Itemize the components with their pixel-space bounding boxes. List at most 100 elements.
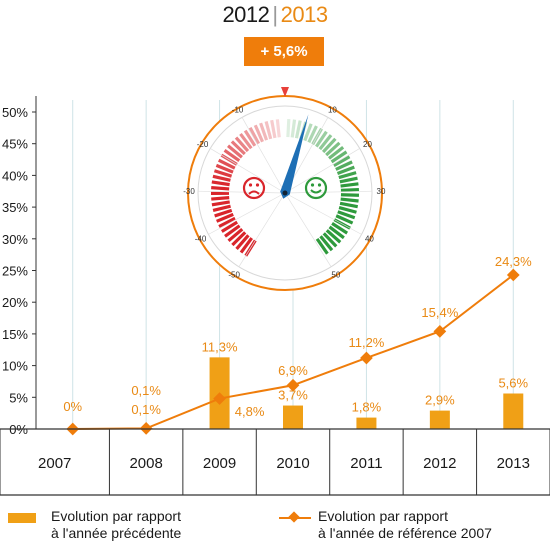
y-tick-label: 35% — [2, 200, 28, 215]
gauge-segment-green — [340, 193, 360, 197]
gauge-segment-red — [218, 216, 236, 228]
line-point — [213, 392, 226, 405]
gauge-segment-red — [239, 237, 254, 254]
bar-data-label: 0% — [63, 399, 82, 414]
gauge-segment-red — [231, 231, 247, 247]
gauge-segment-red — [248, 126, 261, 145]
gauge-tick-label: 40 — [365, 235, 374, 244]
gauge-segment-green — [322, 232, 338, 248]
gauge-segment-red — [211, 200, 230, 207]
gauge-spoke — [284, 148, 360, 194]
bar-data-label: 11,3% — [202, 339, 238, 354]
y-tick-label: 40% — [2, 168, 28, 183]
line-data-label: 0,1% — [131, 402, 161, 417]
bar — [429, 410, 450, 429]
line-point — [360, 351, 373, 365]
gauge-tick-label: 20 — [363, 140, 372, 149]
gauge-segment-green — [338, 171, 357, 180]
gauge-segment-red — [227, 144, 243, 159]
gauge: -50 -40 -30 -20 -10 10 20 30 40 50 — [183, 87, 386, 291]
gauge-tick-label: -30 — [183, 187, 195, 196]
y-tick-label: 10% — [2, 359, 28, 374]
bar-data-label: 2,9% — [425, 393, 455, 408]
gauge-segment-green — [340, 187, 359, 192]
gauge-segment-green — [286, 119, 291, 138]
y-tick-label: 45% — [2, 137, 28, 152]
gauge-segment-green — [336, 165, 355, 175]
x-tick-label: 2007 — [38, 455, 71, 472]
gauge-segment-green — [315, 237, 329, 255]
gauge-segment-green — [321, 137, 337, 154]
gauge-tick-label: -20 — [197, 140, 209, 149]
gauge-inner-ring — [197, 105, 373, 281]
happy-face-icon-eye — [310, 183, 315, 187]
gauge-segment-red — [217, 158, 236, 170]
year-current: 2013 — [280, 2, 328, 27]
bar-data-label: 5,6% — [498, 375, 528, 390]
gauge-segment-green — [333, 155, 351, 167]
gauge-segment-red — [215, 163, 234, 174]
gauge-segment-green — [315, 130, 328, 148]
line-data-label: 4,8% — [235, 404, 265, 419]
gauge-spoke — [238, 192, 286, 267]
gauge-segment-green — [319, 235, 334, 252]
gauge-tick-label: -50 — [228, 270, 240, 279]
year-separator: | — [272, 2, 278, 27]
bar-data-label: 0,1% — [131, 383, 161, 398]
gauge-segment-red — [211, 186, 230, 191]
gauge-segment-green — [340, 182, 359, 188]
delta-badge: + 5,6% — [244, 37, 324, 66]
gauge-segment-red — [227, 227, 244, 243]
gauge-segment-green — [294, 120, 302, 139]
x-tick-label: 2011 — [350, 455, 382, 472]
sad-face-icon-eye — [255, 183, 260, 187]
gauge-spoke — [208, 192, 286, 235]
x-tick-label: 2012 — [423, 455, 456, 472]
gauge-segment-red — [253, 124, 264, 143]
y-tick-label: 5% — [9, 390, 28, 405]
gauge-segment-red — [234, 136, 250, 153]
gauge-segment-red — [212, 204, 231, 212]
gauge-segment-red — [259, 122, 269, 141]
gauge-segment-green — [328, 145, 345, 160]
bar-data-label: 1,8% — [352, 400, 382, 415]
happy-face-icon — [304, 176, 328, 200]
gauge-tick-label: 10 — [328, 106, 337, 115]
gauge-segment-red — [211, 180, 230, 187]
gauge-segment-green — [325, 141, 341, 157]
gauge-segment-red — [223, 148, 241, 162]
gauge-segment-red — [220, 220, 239, 233]
line-point — [286, 378, 300, 392]
gauge-segment-red — [230, 140, 246, 156]
gauge-segment-red — [264, 121, 273, 140]
gauge-segment-red — [243, 129, 257, 147]
y-tick-label: 30% — [2, 232, 28, 247]
line-data-label: 11,2% — [348, 335, 384, 350]
gauge-segment-red — [270, 119, 277, 139]
gauge-tick-label: -40 — [195, 235, 207, 244]
gauge-spoke — [198, 190, 286, 194]
gauge-segment-red — [275, 119, 281, 138]
bar-data-label: 3,7% — [278, 388, 308, 403]
line-point — [139, 422, 153, 435]
happy-face-icon-outline — [304, 176, 328, 200]
legend-line-line2: à l'année de référence 2007 — [318, 525, 492, 541]
gauge-segment-red — [213, 169, 233, 178]
happy-face-icon-mouth — [310, 189, 322, 194]
sad-face-icon-outline — [242, 176, 266, 200]
gauge-segment-green — [339, 201, 359, 209]
gauge-segment-green — [340, 197, 359, 203]
gauge-segment-green — [335, 214, 354, 225]
gauge-segment-green — [325, 229, 342, 244]
bar — [356, 417, 377, 429]
legend-swatch-bars — [8, 513, 36, 523]
gauge-segment-green — [307, 125, 318, 143]
gauge-spoke — [284, 192, 362, 235]
x-tick-label: 2008 — [129, 455, 162, 472]
gauge-tick-label: 50 — [331, 270, 340, 279]
gauge-pointer-icon — [281, 87, 289, 97]
legend-bars-line1: Evolution par rapport — [51, 508, 181, 524]
x-tick-label: 2009 — [203, 455, 236, 472]
sad-face-icon-eye — [248, 183, 253, 187]
